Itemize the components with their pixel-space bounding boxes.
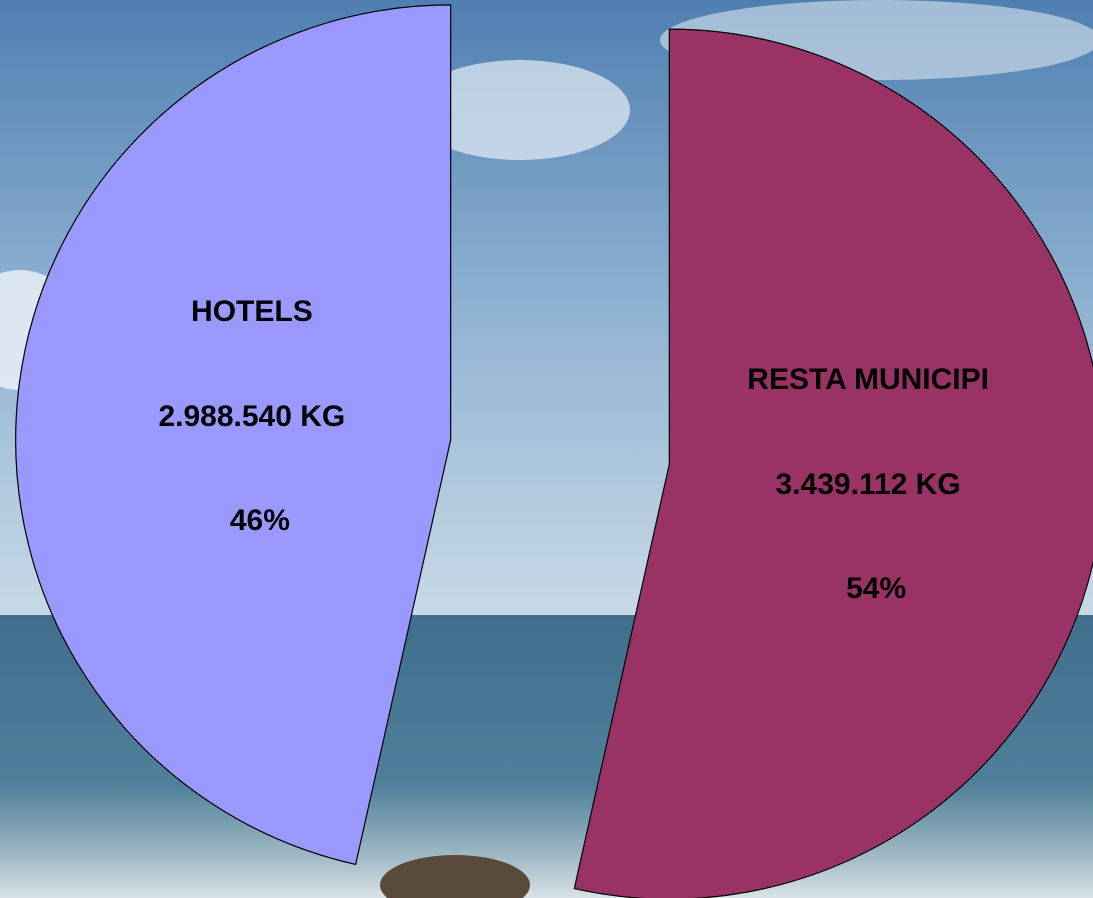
- value-label: 2.988.540 KG: [158, 400, 345, 433]
- slice-label: RESTA MUNICIPI: [747, 363, 989, 396]
- cloud: [410, 60, 630, 160]
- slice-label: HOTELS: [191, 295, 313, 328]
- pie-slice: [573, 28, 1093, 898]
- pie-slice: [15, 4, 452, 866]
- value-label: 3.439.112 KG: [776, 468, 961, 501]
- percent-label: 54%: [846, 572, 906, 605]
- rock: [380, 855, 530, 898]
- percent-label: 46%: [230, 504, 290, 537]
- pie: HOTELS 2.988.540 KG 46% RESTA MUNICIPI 3.439…: [15, 4, 1093, 898]
